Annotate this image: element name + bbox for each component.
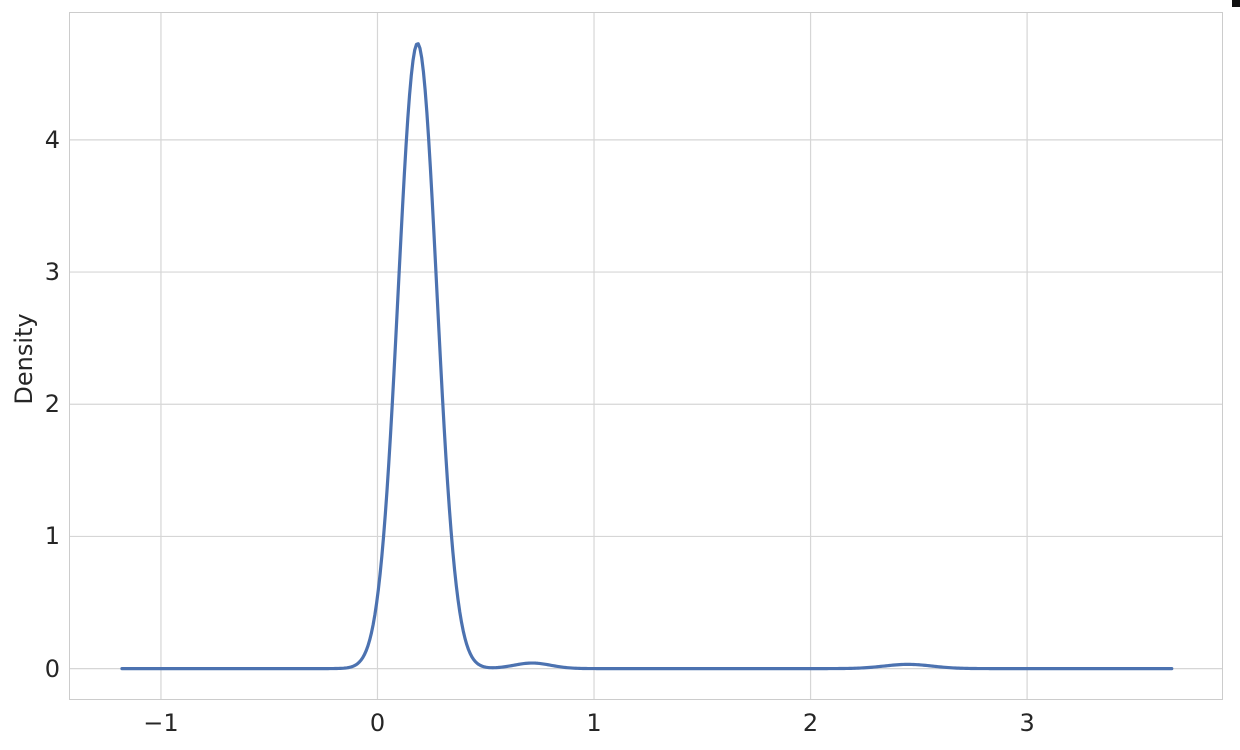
x-tick-label: −1 [143, 709, 179, 737]
y-tick-label: 3 [44, 258, 60, 287]
screen-corner-artifact [1232, 0, 1240, 7]
x-tick-label: 3 [1019, 709, 1035, 737]
plot-area [69, 12, 1223, 700]
x-tick-label: 2 [802, 709, 819, 737]
y-tick-label: 0 [44, 654, 60, 683]
kde-density-curve [120, 42, 1174, 671]
x-tick-label: 1 [586, 709, 602, 737]
kde-plot-canvas [70, 13, 1222, 699]
x-tick-label: 0 [369, 709, 386, 737]
y-tick-label: 1 [44, 522, 60, 551]
y-tick-label: 4 [44, 125, 60, 154]
y-tick-label: 2 [44, 390, 60, 419]
